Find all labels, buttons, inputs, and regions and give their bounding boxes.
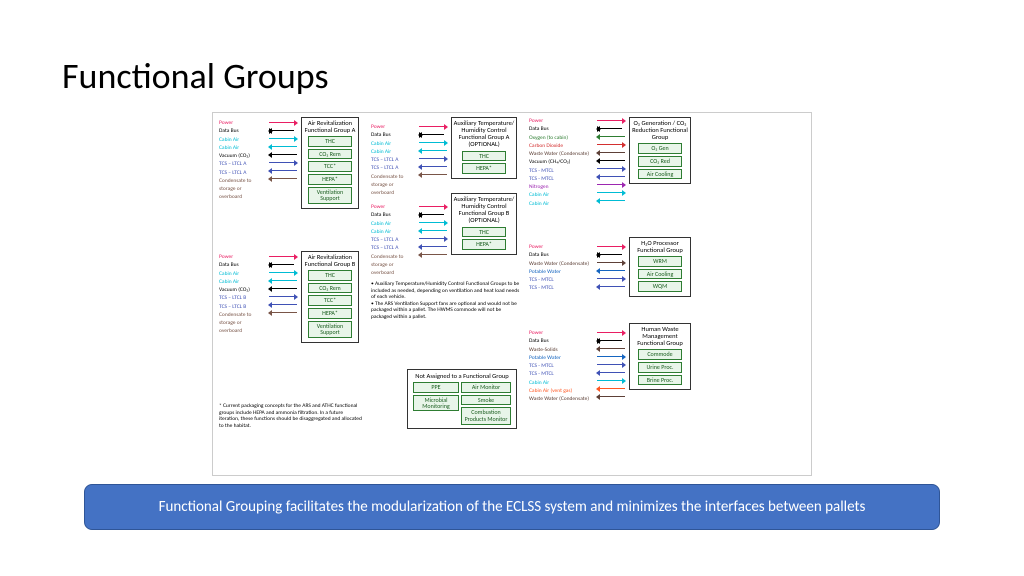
page-title: Functional Groups xyxy=(62,54,329,98)
group-athc-a: Auxiliary Temperature/ Humidity Control … xyxy=(451,117,517,179)
group-ars-a: Air Revitalization Functional Group A TH… xyxy=(301,117,359,209)
signals-athc-b: Power Data Bus Cabin Air Cabin Air TCS –… xyxy=(371,203,415,277)
group-h2o: H₂O Processor Functional Group WRM Air C… xyxy=(629,237,691,297)
signals-ars-a: Power Data Bus Cabin Air Cabin Air Vacuu… xyxy=(219,119,263,202)
arrows-hwm xyxy=(597,329,625,401)
signals-ars-b: Power Data Bus Cabin Air Cabin Air Vacuu… xyxy=(219,253,263,336)
signals-hwm: Power Data Bus Waste-Solids Potable Wate… xyxy=(529,329,589,403)
group-athc-b: Auxiliary Temperature/ Humidity Control … xyxy=(451,193,517,255)
group-ars-b: Air Revitalization Functional Group B TH… xyxy=(301,251,359,343)
signals-o2: Power Data Bus Oxygen (to cabin) Carbon … xyxy=(529,117,589,208)
arrows-athc-b xyxy=(419,203,447,259)
group-hwm: Human Waste Management Functional Group … xyxy=(629,323,691,390)
arrows-ars-a xyxy=(269,119,297,183)
group-unassigned: Not Assigned to a Functional Group PPE M… xyxy=(407,369,517,429)
note-bullets: • Auxiliary Temperature/Humidity Control… xyxy=(371,281,521,321)
diagram: Power Data Bus Cabin Air Cabin Air Vacuu… xyxy=(212,112,812,476)
note-asterisk: * Current packaging concepts for the ARS… xyxy=(219,403,363,429)
signals-athc-a: Power Data Bus Cabin Air Cabin Air TCS –… xyxy=(371,123,415,197)
signals-h2o: Power Data Bus Waste Water (Condensate) … xyxy=(529,243,589,293)
footer-banner: Functional Grouping facilitates the modu… xyxy=(84,484,940,530)
arrows-o2 xyxy=(597,117,625,205)
group-o2: O₂ Generation / CO₂ Reduction Functional… xyxy=(629,117,691,184)
arrows-athc-a xyxy=(419,123,447,179)
arrows-ars-b xyxy=(269,253,297,317)
arrows-h2o xyxy=(597,243,625,291)
